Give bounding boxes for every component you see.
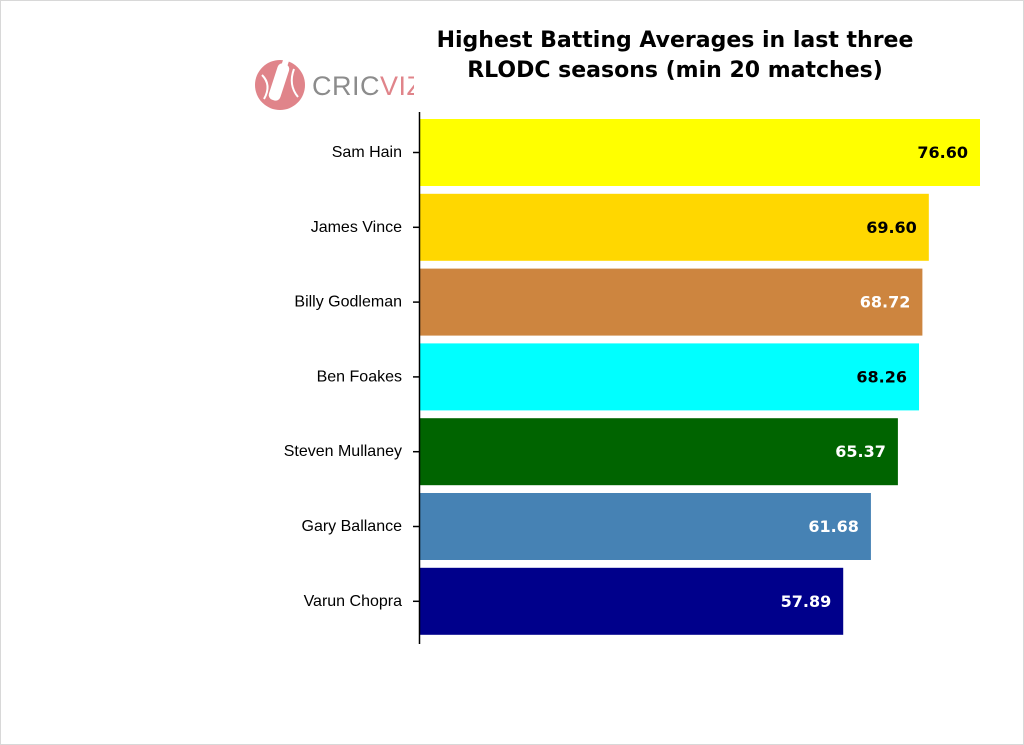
category-label-gary-ballance: Gary Ballance: [302, 518, 403, 535]
bar-sam-hain: [420, 119, 980, 186]
value-label-billy-godleman: 68.72: [860, 293, 911, 312]
category-label-ben-foakes: Ben Foakes: [317, 368, 402, 385]
value-label-steven-mullaney: 65.37: [835, 442, 886, 461]
value-label-sam-hain: 76.60: [917, 143, 968, 162]
bars-group: [420, 119, 980, 635]
bar-ben-foakes: [420, 343, 920, 411]
chart-title: Highest Batting Averages in last three R…: [395, 26, 955, 86]
svg-text:CRICVIZ: CRICVIZ: [312, 71, 414, 101]
category-label-billy-godleman: Billy Godleman: [294, 294, 402, 311]
bar-steven-mullaney: [420, 418, 898, 486]
category-label-james-vince: James Vince: [311, 219, 402, 236]
category-label-sam-hain: Sam Hain: [332, 144, 402, 161]
value-label-james-vince: 69.60: [866, 218, 917, 237]
cricket-bat-ball-icon: [255, 56, 305, 110]
chart-title-line-2: RLODC seasons (min 20 matches): [467, 58, 883, 83]
value-label-ben-foakes: 68.26: [856, 367, 907, 386]
cricviz-logo: CRICVIZ: [255, 56, 414, 110]
category-label-varun-chopra: Varun Chopra: [304, 593, 403, 610]
bar-gary-ballance: [420, 493, 871, 560]
bar-varun-chopra: [420, 567, 844, 635]
category-labels-group: Sam Hain James Vince Billy Godleman Ben Foa…: [284, 144, 402, 610]
value-labels-group: 76.60 69.60 68.72 68.26 65.37 61.68 57.89: [781, 143, 968, 611]
value-label-gary-ballance: 61.68: [808, 517, 859, 536]
logo-text-viz: VIZ: [380, 71, 414, 101]
logo-text-cric: CRIC: [312, 71, 380, 101]
category-label-steven-mullaney: Steven Mullaney: [284, 443, 402, 460]
bar-james-vince: [420, 193, 929, 261]
bar-billy-godleman: [420, 268, 923, 336]
value-label-varun-chopra: 57.89: [781, 592, 832, 611]
chart-title-line-1: Highest Batting Averages in last three: [436, 28, 914, 53]
